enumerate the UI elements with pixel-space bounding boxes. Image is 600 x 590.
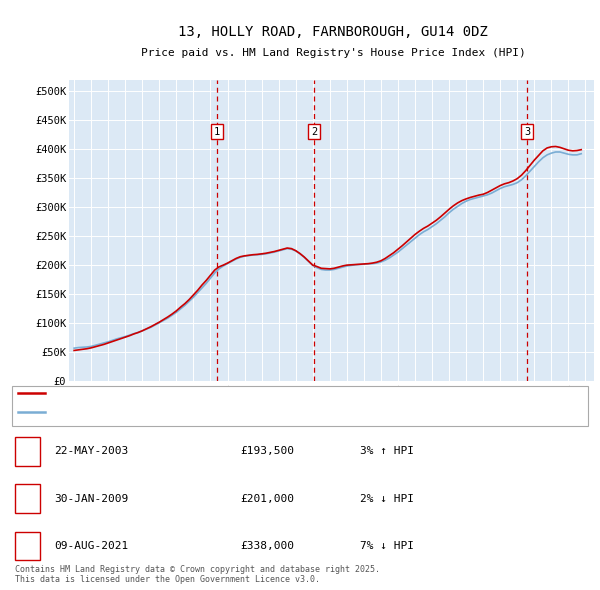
Text: 2: 2 bbox=[311, 127, 317, 137]
Text: 2: 2 bbox=[24, 494, 31, 503]
Text: 13, HOLLY ROAD, FARNBOROUGH, GU14 0DZ (semi-detached house): 13, HOLLY ROAD, FARNBOROUGH, GU14 0DZ (s… bbox=[51, 388, 405, 398]
Text: £201,000: £201,000 bbox=[240, 494, 294, 503]
Text: Contains HM Land Registry data © Crown copyright and database right 2025.
This d: Contains HM Land Registry data © Crown c… bbox=[15, 565, 380, 584]
Text: 13, HOLLY ROAD, FARNBOROUGH, GU14 0DZ: 13, HOLLY ROAD, FARNBOROUGH, GU14 0DZ bbox=[178, 25, 488, 40]
Text: £193,500: £193,500 bbox=[240, 447, 294, 456]
Text: HPI: Average price, semi-detached house, Rushmoor: HPI: Average price, semi-detached house,… bbox=[51, 407, 345, 417]
Text: Price paid vs. HM Land Registry's House Price Index (HPI): Price paid vs. HM Land Registry's House … bbox=[140, 48, 526, 58]
Text: 09-AUG-2021: 09-AUG-2021 bbox=[54, 541, 128, 550]
Text: 7% ↓ HPI: 7% ↓ HPI bbox=[360, 541, 414, 550]
Text: 1: 1 bbox=[24, 447, 31, 456]
Text: 22-MAY-2003: 22-MAY-2003 bbox=[54, 447, 128, 456]
Text: 30-JAN-2009: 30-JAN-2009 bbox=[54, 494, 128, 503]
Text: £338,000: £338,000 bbox=[240, 541, 294, 550]
Text: 2% ↓ HPI: 2% ↓ HPI bbox=[360, 494, 414, 503]
Text: 3: 3 bbox=[524, 127, 530, 137]
Text: 3% ↑ HPI: 3% ↑ HPI bbox=[360, 447, 414, 456]
Text: 1: 1 bbox=[214, 127, 220, 137]
Text: 3: 3 bbox=[24, 541, 31, 550]
